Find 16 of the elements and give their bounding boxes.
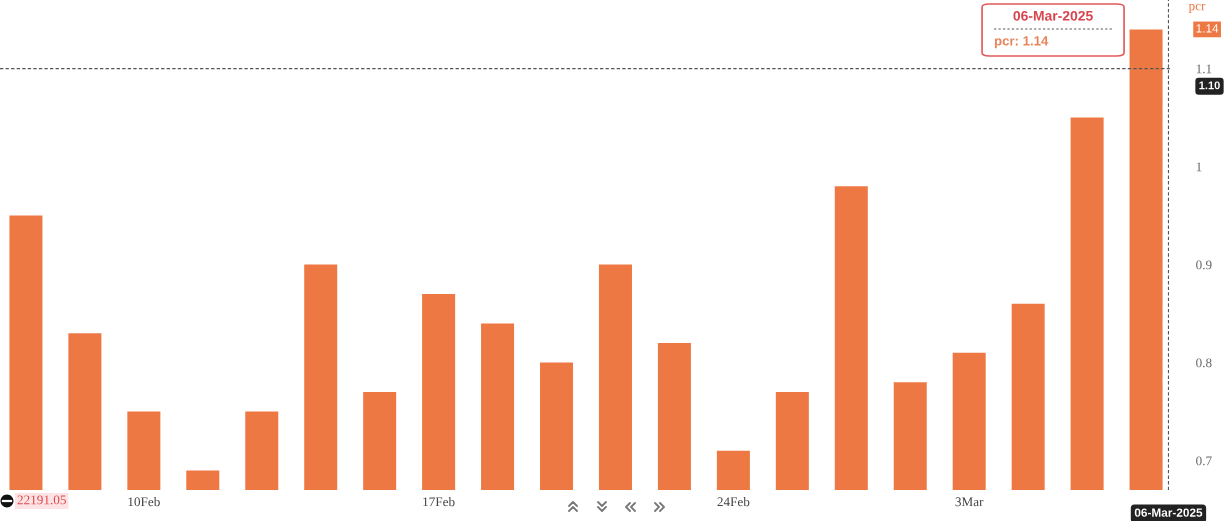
annotation: 06-Mar-2025 [1013,10,1093,21]
y-tick-label: 1.1 [1196,64,1212,74]
y-tick-label: 1 [1196,162,1202,172]
y-tick-label: 0.8 [1196,358,1212,368]
y-tick-label: 0.9 [1196,260,1212,270]
text: 06-Mar-2025 [1134,508,1203,517]
x-tick-label: 3Mar [955,497,984,507]
y-axis-title: pcr [1188,3,1206,13]
text: 1.14 [1196,24,1219,33]
ref-line-label: 1.10 [1199,81,1220,90]
text: 22191.05 [17,495,66,505]
x-tick-label: 10Feb [128,496,160,507]
y-tick-label: 0.7 [1196,456,1212,466]
annotation: pcr: 1.14 [994,36,1049,49]
x-tick-label: 24Feb [717,496,750,507]
x-tick-label: 17Feb [423,496,455,507]
